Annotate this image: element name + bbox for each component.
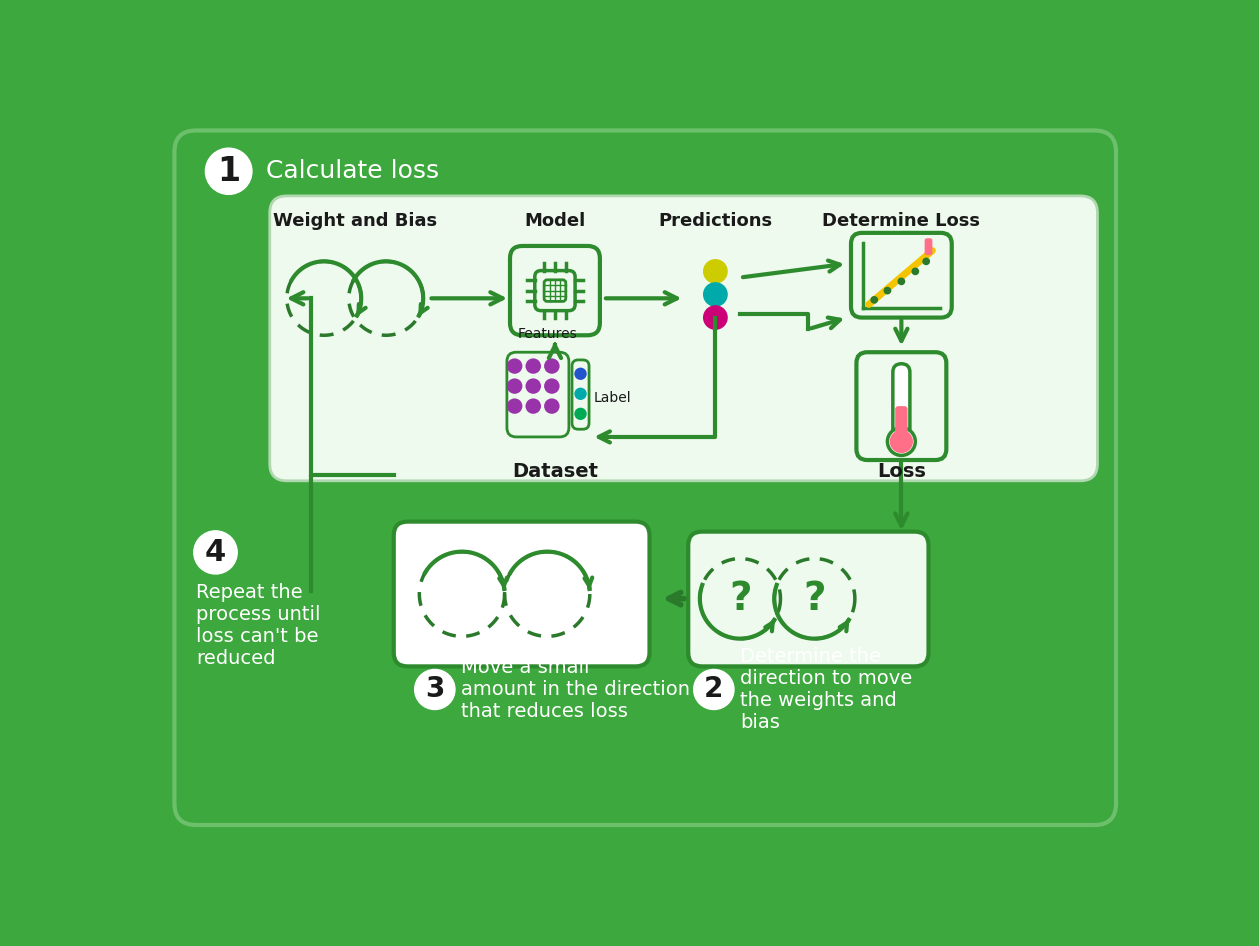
Text: 1: 1 <box>217 155 240 187</box>
Circle shape <box>574 368 587 380</box>
Circle shape <box>574 408 587 420</box>
Circle shape <box>694 670 734 710</box>
Text: Model: Model <box>524 212 585 230</box>
Text: ?: ? <box>803 580 826 618</box>
Circle shape <box>507 359 522 374</box>
Text: Move a small
amount in the direction
that reduces loss: Move a small amount in the direction tha… <box>461 658 690 721</box>
Text: Dataset: Dataset <box>512 462 598 482</box>
FancyBboxPatch shape <box>175 131 1115 825</box>
Circle shape <box>923 257 930 265</box>
FancyBboxPatch shape <box>924 238 933 255</box>
Circle shape <box>703 282 728 307</box>
Text: Weight and Bias: Weight and Bias <box>273 212 437 230</box>
Circle shape <box>703 259 728 284</box>
Circle shape <box>898 277 905 286</box>
Text: 3: 3 <box>426 675 444 704</box>
Text: Determine the
direction to move
the weights and
bias: Determine the direction to move the weig… <box>740 647 913 732</box>
FancyBboxPatch shape <box>544 280 565 302</box>
Circle shape <box>525 359 541 374</box>
Circle shape <box>194 531 237 574</box>
Circle shape <box>544 378 559 394</box>
FancyBboxPatch shape <box>269 196 1098 481</box>
Text: Repeat the
process until
loss can't be
reduced: Repeat the process until loss can't be r… <box>196 584 321 668</box>
Circle shape <box>507 398 522 413</box>
Text: Determine Loss: Determine Loss <box>822 212 981 230</box>
Circle shape <box>414 670 454 710</box>
Circle shape <box>525 398 541 413</box>
Text: 4: 4 <box>205 538 227 567</box>
Circle shape <box>703 306 728 330</box>
Text: Loss: Loss <box>878 462 925 482</box>
FancyBboxPatch shape <box>895 406 908 437</box>
FancyBboxPatch shape <box>572 359 589 429</box>
FancyBboxPatch shape <box>893 364 910 447</box>
Circle shape <box>544 359 559 374</box>
FancyBboxPatch shape <box>510 246 599 335</box>
Circle shape <box>888 428 915 455</box>
Text: Features: Features <box>517 326 577 341</box>
FancyBboxPatch shape <box>507 352 569 437</box>
Circle shape <box>205 149 252 194</box>
Circle shape <box>574 388 587 400</box>
Circle shape <box>870 296 878 304</box>
Circle shape <box>884 287 891 294</box>
Circle shape <box>912 268 919 275</box>
Text: Label: Label <box>594 392 631 406</box>
Text: 2: 2 <box>704 675 724 704</box>
FancyBboxPatch shape <box>535 271 575 310</box>
FancyBboxPatch shape <box>394 521 650 666</box>
FancyBboxPatch shape <box>856 352 947 460</box>
Circle shape <box>890 430 913 453</box>
Text: Predictions: Predictions <box>658 212 773 230</box>
Circle shape <box>544 398 559 413</box>
Circle shape <box>525 378 541 394</box>
FancyBboxPatch shape <box>689 532 928 666</box>
FancyBboxPatch shape <box>851 233 952 318</box>
FancyBboxPatch shape <box>272 199 1102 487</box>
Text: ?: ? <box>729 580 752 618</box>
Text: Calculate loss: Calculate loss <box>266 159 439 184</box>
Circle shape <box>507 378 522 394</box>
